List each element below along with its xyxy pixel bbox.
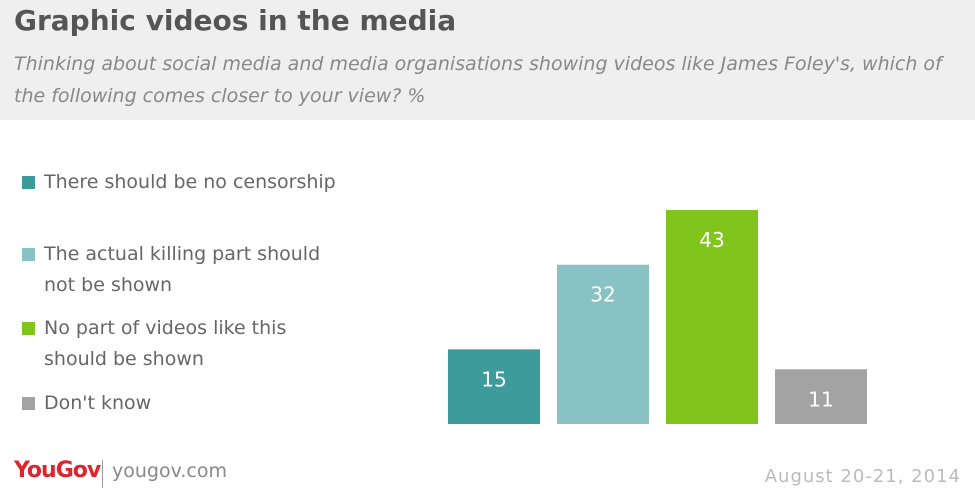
chart-subtitle: Thinking about social media and media or… <box>14 53 942 107</box>
legend-swatch <box>22 248 35 261</box>
bar <box>557 264 649 424</box>
value-label: 11 <box>808 387 833 411</box>
bar <box>775 369 867 424</box>
legend-label: The actual killing part should not be sh… <box>44 243 321 296</box>
date: August 20-21, 2014 <box>764 466 961 487</box>
source: yougov.com <box>112 460 227 482</box>
legend-item: Don't know <box>22 388 352 419</box>
legend-swatch <box>22 397 35 410</box>
legend-swatch <box>22 322 35 335</box>
value-label: 32 <box>590 283 615 307</box>
value-label: 43 <box>699 228 724 252</box>
legend-swatch <box>22 176 35 189</box>
separator <box>102 460 103 488</box>
chart-title: Graphic videos in the media <box>14 4 457 37</box>
legend-label: There should be no censorship <box>44 171 336 193</box>
header: Graphic videos in the media Thinking abo… <box>0 0 975 120</box>
legend-item: There should be no censorship <box>22 167 352 198</box>
value-label: 15 <box>481 367 506 391</box>
bar <box>448 349 540 424</box>
legend-label: No part of videos like this should be sh… <box>44 317 287 370</box>
legend-item: The actual killing part should not be sh… <box>22 239 352 301</box>
logo: YouGov <box>14 458 101 483</box>
legend-label: Don't know <box>44 392 152 414</box>
bar <box>666 210 758 424</box>
legend-item: No part of videos like this should be sh… <box>22 313 352 375</box>
